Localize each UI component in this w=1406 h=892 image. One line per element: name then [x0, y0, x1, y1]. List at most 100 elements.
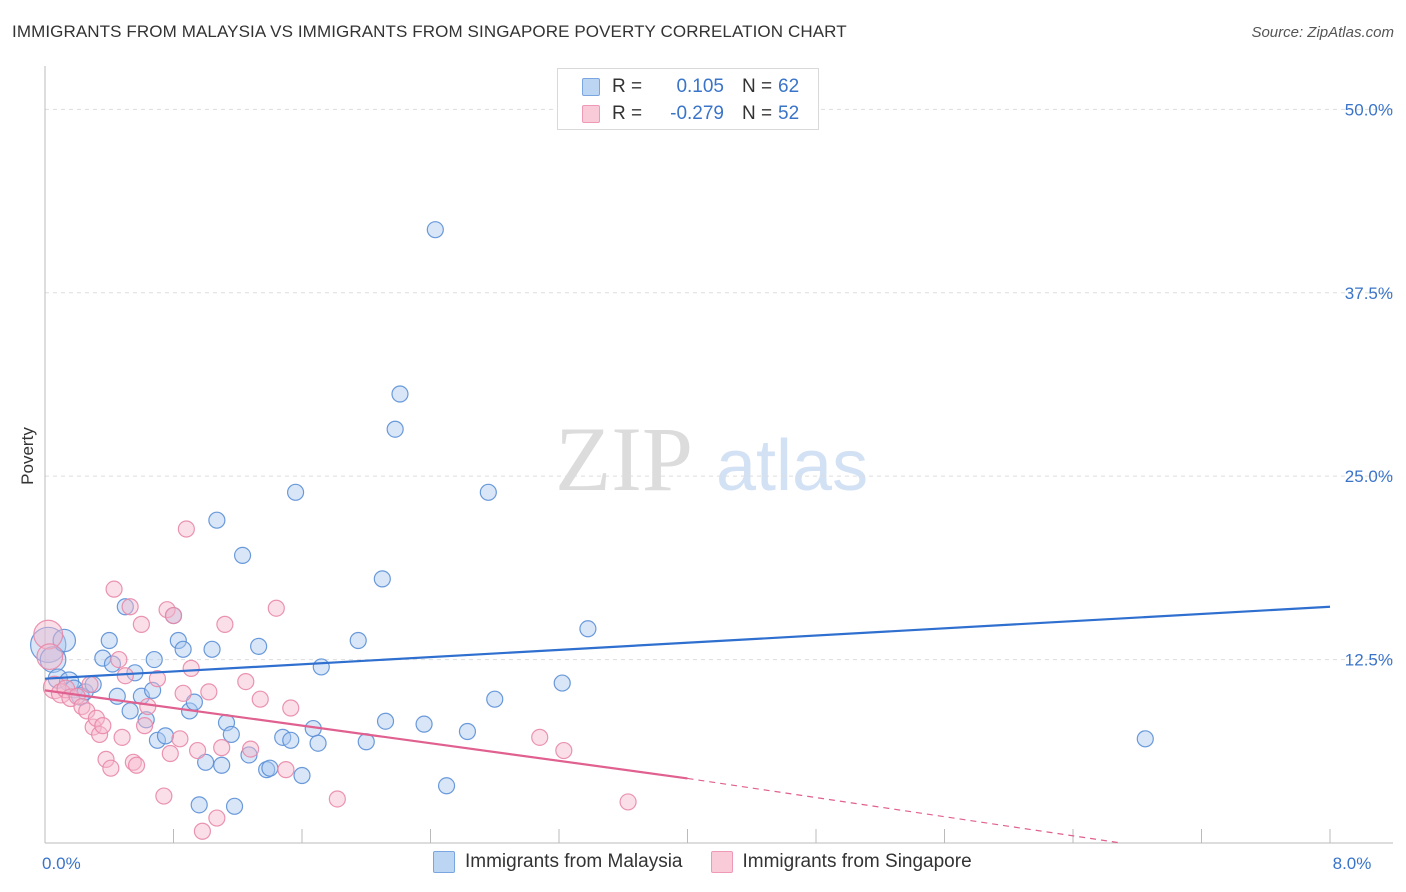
malaysia-point	[116, 598, 134, 616]
watermark: ZIP atlas	[555, 408, 868, 510]
malaysia-point	[52, 628, 77, 653]
singapore-point	[139, 697, 157, 716]
malaysia-point	[415, 715, 433, 733]
malaysia-point	[386, 420, 404, 438]
malaysia-point	[169, 631, 187, 650]
stats-legend: R = 0.105 N = 62 R = -0.279 N = 52	[557, 68, 819, 130]
malaysia-points	[30, 221, 1154, 815]
singapore-point	[188, 741, 207, 760]
singapore-point	[105, 580, 123, 598]
malaysia-point	[309, 734, 327, 752]
legend-n-label: N =	[742, 103, 773, 124]
trend-lines	[44, 605, 1331, 844]
singapore-point	[242, 740, 260, 758]
malaysia-point	[250, 637, 268, 655]
malaysia-point	[282, 731, 300, 749]
singapore-point	[81, 675, 99, 694]
malaysia-point	[145, 650, 163, 669]
singapore-point	[555, 741, 573, 760]
malaysia-point	[222, 725, 240, 744]
singapore-point	[91, 725, 109, 744]
singapore-trend-extension	[687, 777, 1122, 844]
singapore-point	[182, 659, 200, 677]
series-swatch-singapore	[710, 851, 733, 873]
malaysia-point	[391, 385, 409, 403]
malaysia-point	[286, 483, 305, 501]
x-tick-labels: 0.0% 8.0%	[42, 854, 1371, 873]
series-legend-malaysia: Immigrants from Malaysia	[433, 851, 683, 873]
malaysia-point	[121, 702, 139, 720]
legend-row-singapore: R = -0.279 N = 52	[582, 102, 799, 126]
malaysia-point	[479, 483, 497, 501]
singapore-point	[216, 615, 234, 633]
malaysia-point	[1136, 730, 1154, 748]
singapore-point	[132, 615, 150, 633]
singapore-point	[237, 672, 255, 691]
malaysia-point	[376, 712, 395, 730]
singapore-point	[177, 520, 195, 538]
series-legend-singapore: Immigrants from Singapore	[710, 851, 972, 873]
gridlines	[45, 108, 1393, 661]
malaysia-point	[437, 777, 456, 795]
malaysia-trend-line	[44, 605, 1331, 680]
axes	[44, 66, 1393, 844]
malaysia-point	[225, 797, 244, 815]
legend-r-value: 0.105	[676, 76, 724, 97]
singapore-point	[148, 670, 167, 688]
legend-row-malaysia: R = 0.105 N = 62	[582, 75, 799, 99]
singapore-point	[174, 684, 192, 702]
malaysia-point	[174, 640, 192, 658]
malaysia-point	[148, 731, 167, 749]
malaysia-point	[30, 626, 67, 664]
singapore-point	[110, 650, 128, 669]
chart-title: IMMIGRANTS FROM MALAYSIA VS IMMIGRANTS F…	[12, 22, 847, 41]
watermark-zip: ZIP	[555, 408, 693, 510]
legend-n-value: 62	[778, 76, 800, 97]
singapore-point	[328, 790, 346, 808]
singapore-point	[116, 667, 134, 685]
legend-n-label: N =	[742, 76, 773, 97]
y-tick-label: 25.0%	[1345, 467, 1393, 486]
legend-swatch-singapore	[582, 105, 600, 123]
legend-swatch-malaysia	[582, 78, 600, 96]
malaysia-point	[349, 631, 367, 650]
malaysia-point	[458, 722, 477, 741]
legend-n-value: 52	[778, 103, 800, 124]
malaysia-point	[373, 570, 391, 588]
singapore-trend-line	[44, 689, 688, 780]
singapore-point	[164, 606, 183, 625]
singapore-point	[200, 683, 218, 701]
singapore-point	[124, 753, 142, 771]
y-tick-label: 37.5%	[1345, 284, 1393, 303]
malaysia-point	[579, 620, 597, 638]
singapore-point	[161, 744, 179, 763]
singapore-point	[193, 822, 212, 840]
singapore-point	[102, 759, 120, 777]
x-tick-label: 8.0%	[1333, 854, 1372, 873]
series-label-malaysia: Immigrants from Malaysia	[465, 851, 683, 872]
singapore-point	[251, 690, 269, 708]
malaysia-point	[190, 796, 208, 814]
series-swatch-malaysia	[433, 851, 455, 873]
malaysia-point	[137, 711, 155, 729]
x-tick-label: 0.0%	[42, 854, 81, 873]
y-tick-label: 12.5%	[1345, 651, 1393, 670]
malaysia-point	[233, 546, 252, 565]
malaysia-point	[486, 690, 504, 708]
source-label: Source: ZipAtlas.com	[1251, 24, 1394, 41]
singapore-point	[135, 717, 154, 735]
legend-r-value: -0.279	[670, 103, 724, 124]
series-legend: Immigrants from Malaysia Immigrants from…	[433, 851, 1000, 873]
singapore-point	[213, 739, 231, 757]
singapore-point	[282, 699, 300, 717]
watermark-atlas: atlas	[716, 426, 868, 506]
y-axis-label: Poverty	[18, 427, 37, 485]
singapore-point	[531, 728, 549, 746]
singapore-point	[97, 750, 115, 768]
singapore-point	[113, 728, 131, 746]
singapore-point	[94, 717, 112, 735]
malaysia-point	[261, 759, 279, 777]
singapore-point	[208, 809, 226, 827]
malaysia-point	[203, 640, 221, 658]
singapore-point	[36, 643, 64, 671]
